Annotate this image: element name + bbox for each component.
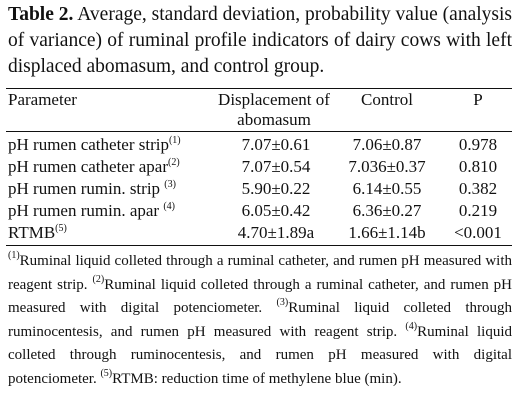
footnote-4-mark: (4) <box>405 320 418 332</box>
table-row-4-parameter: pH rumen rumin. apar (4) <box>8 201 175 221</box>
table-row-4-p: 0.219 <box>458 201 498 220</box>
table-footnotes: (1)Ruminal liquid colleted through a rum… <box>8 250 512 391</box>
footnote-5-mark: (5) <box>100 367 113 379</box>
table-row-1-p: 0.978 <box>458 135 498 154</box>
table-caption-text: Average, standard deviation, probability… <box>8 4 512 77</box>
table-row-2-control: 7.036±0.37 <box>348 157 426 176</box>
table-row-3-p: 0.382 <box>458 179 498 198</box>
footnote-1-text: Ruminal liquid colleted through a rumina… <box>8 253 512 293</box>
table-bottom-rule <box>6 245 512 246</box>
footnote-1: (1)Ruminal liquid colleted through a rum… <box>8 250 512 293</box>
table-row-3-parameter: pH rumen rumin. strip (3) <box>8 179 176 199</box>
table-row-1-displacement: 7.07±0.61 <box>241 135 311 154</box>
footnote-3: (3)Ruminal liquid colleted through rumin… <box>8 297 513 340</box>
table-row-5-parameter: RTMB(5) <box>8 223 67 243</box>
table-header-rule <box>6 131 512 132</box>
footnote-2-text: Ruminal liquid colleted through a rumina… <box>8 276 512 317</box>
table-row-3-control: 6.14±0.55 <box>352 179 422 198</box>
row-2-parameter-text: pH rumen catheter apar <box>8 157 168 176</box>
table-row-5-control: 1.66±1.14b <box>348 223 426 242</box>
row-3-parameter-text: pH rumen rumin. strip <box>8 179 165 198</box>
table-row-5-p: <0.001 <box>454 223 502 242</box>
footnote-3-mark: (3) <box>276 297 289 308</box>
row-4-note: (4) <box>163 201 175 212</box>
row-3-note: (3) <box>164 179 176 190</box>
table-row-2-p: 0.810 <box>458 157 498 176</box>
table-top-rule <box>6 88 512 89</box>
footnote-5-text: RTMB: reduction time of methylene blue (… <box>112 370 402 387</box>
table-row-1-control: 7.06±0.87 <box>352 135 422 154</box>
footnote-1-mark: (1) <box>8 250 20 261</box>
footnote-2: (2)Ruminal liquid colleted through a rum… <box>8 273 512 317</box>
header-parameter: Parameter <box>8 90 77 109</box>
footnote-3-text: Ruminal liquid colleted through ruminoce… <box>8 300 513 340</box>
table-row-5-displacement: 4.70±1.89a <box>237 223 315 242</box>
footnote-4-text: Ruminal liquid colleted through ruminoce… <box>8 323 512 387</box>
footnote-4: (4)Ruminal liquid colleted through rumin… <box>8 320 512 387</box>
row-1-note: (1) <box>168 135 181 146</box>
row-5-note: (5) <box>55 223 67 234</box>
row-4-parameter-text: pH rumen rumin. apar <box>8 201 164 220</box>
row-2-note: (2) <box>168 157 180 168</box>
header-p: P <box>473 90 483 109</box>
footnote-5: (5)RTMB: reduction time of methylene blu… <box>100 367 402 387</box>
row-1-parameter-text: pH rumen catheter strip <box>8 135 169 154</box>
table-row-2-displacement: 7.07±0.54 <box>241 157 311 176</box>
footnote-2-mark: (2) <box>92 273 105 285</box>
table-row-4-control: 6.36±0.27 <box>352 201 422 220</box>
header-displacement-line2: abomasum <box>237 110 311 129</box>
row-5-parameter-text: RTMB <box>8 223 56 242</box>
table-row-4-displacement: 6.05±0.42 <box>241 201 311 220</box>
header-displacement: Displacement of abomasum <box>208 90 340 130</box>
header-control: Control <box>361 90 413 109</box>
table-caption: Table 2. Average, standard deviation, pr… <box>8 2 512 80</box>
table-row-2-parameter: pH rumen catheter apar(2) <box>8 157 180 177</box>
header-displacement-line1: Displacement of <box>218 90 330 109</box>
table-row-1-parameter: pH rumen catheter strip(1) <box>8 135 181 155</box>
table-row-3-displacement: 5.90±0.22 <box>241 179 311 198</box>
table-caption-label: Table 2. <box>8 4 74 25</box>
